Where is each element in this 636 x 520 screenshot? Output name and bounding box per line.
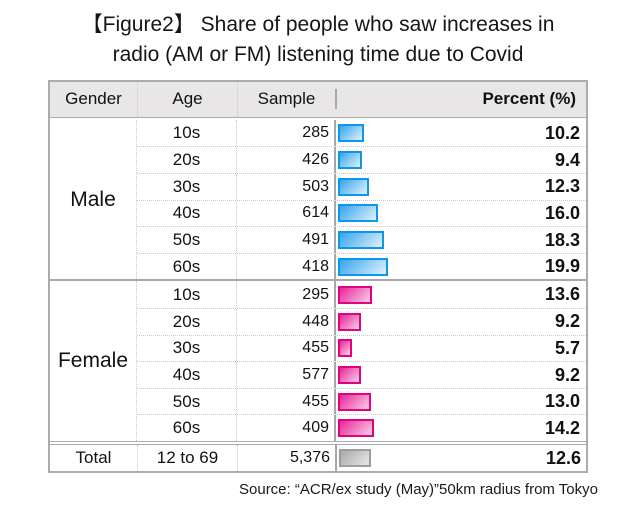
percent-bar	[338, 151, 362, 170]
percent-value: 19.9	[544, 256, 580, 277]
age-cell: 20s	[137, 147, 237, 174]
percent-bar	[338, 177, 369, 196]
source-note: Source: “ACR/ex study (May)”50km radius …	[239, 481, 598, 498]
age-cell: 30s	[137, 335, 237, 362]
table-body: Male 10s 285 10.2 20s 426 9.4 30s 503 12.3 40s 614 1…	[50, 119, 586, 442]
table-row: 30s 455 5.7	[137, 334, 586, 362]
header-age: Age	[138, 81, 238, 117]
percent-bar	[338, 339, 353, 358]
header-percent: Percent (%)	[335, 89, 584, 110]
percent-bar	[338, 231, 384, 250]
table-row: 60s 409 14.2	[137, 414, 586, 441]
total-age: 12 to 69	[138, 445, 238, 471]
total-row: Total 12 to 69 5,376 12.6	[50, 444, 586, 471]
sample-cell: 448	[302, 312, 329, 330]
percent-value: 9.2	[554, 364, 580, 385]
percent-value: 13.0	[544, 391, 580, 412]
percent-value: 13.6	[544, 284, 580, 305]
percent-cell: 10.2	[334, 119, 586, 147]
percent-cell: 13.0	[334, 388, 586, 415]
percent-cell: 9.2	[334, 362, 586, 388]
gender-group-rows: 10s 285 10.2 20s 426 9.4 30s 503 12.3 40s 614 16.0 5…	[137, 119, 586, 280]
percent-cell: 14.2	[334, 415, 586, 441]
percent-value: 10.2	[544, 122, 580, 143]
sample-cell: 614	[302, 204, 329, 222]
gender-group-rows: 10s 295 13.6 20s 448 9.2 30s 455 5.7 40s 577 9.2 50s…	[137, 281, 586, 441]
table-row: 50s 455 13.0	[137, 387, 586, 415]
age-cell: 30s	[137, 174, 237, 200]
header-gender: Gender	[50, 81, 138, 117]
percent-value: 5.7	[554, 337, 580, 358]
percent-bar	[338, 285, 372, 304]
sample-cell: 285	[302, 124, 329, 142]
percent-value: 12.3	[544, 176, 580, 197]
age-cell: 10s	[137, 281, 237, 309]
figure-title: 【Figure2】 Share of people who saw increa…	[0, 10, 636, 71]
age-cell: 50s	[137, 388, 237, 415]
percent-cell: 13.6	[334, 281, 586, 309]
percent-value: 9.4	[554, 149, 580, 170]
sample-cell: 503	[302, 177, 329, 195]
table-row: 40s 577 9.2	[137, 361, 586, 388]
percent-bar	[338, 419, 374, 438]
total-percent-value: 12.6	[545, 447, 581, 468]
percent-bar	[338, 257, 388, 276]
age-cell: 40s	[137, 200, 237, 227]
percent-value: 16.0	[544, 202, 580, 223]
gender-label: Female	[50, 281, 137, 441]
percent-cell: 9.2	[334, 309, 586, 335]
age-cell: 50s	[137, 227, 237, 253]
percent-bar	[338, 312, 361, 331]
percent-bar	[338, 124, 364, 143]
total-percent-cell: 12.6	[335, 445, 587, 471]
sample-cell: 455	[302, 339, 329, 357]
percent-value: 14.2	[544, 417, 580, 438]
sample-cell: 491	[302, 231, 329, 249]
table-row: 20s 448 9.2	[137, 308, 586, 335]
total-bar	[339, 449, 371, 467]
age-cell: 10s	[137, 119, 237, 147]
table-row: 60s 418 19.9	[137, 252, 586, 280]
table-row: 10s 295 13.6	[137, 281, 586, 309]
sample-cell: 418	[302, 257, 329, 275]
percent-value: 18.3	[544, 229, 580, 250]
age-cell: 60s	[137, 253, 237, 280]
sample-cell: 455	[302, 392, 329, 410]
age-cell: 20s	[137, 309, 237, 335]
gender-label: Male	[50, 119, 137, 280]
percent-cell: 16.0	[334, 200, 586, 227]
sample-cell: 577	[302, 366, 329, 384]
percent-cell: 19.9	[334, 253, 586, 280]
table-header-row: Gender Age Sample Percent (%)	[50, 81, 586, 118]
percent-cell: 18.3	[334, 227, 586, 253]
percent-cell: 5.7	[334, 335, 586, 362]
percent-value: 9.2	[554, 311, 580, 332]
age-cell: 60s	[137, 415, 237, 441]
sample-cell: 409	[302, 419, 329, 437]
percent-bar	[338, 392, 371, 411]
total-label: Total	[50, 445, 138, 471]
age-cell: 40s	[137, 362, 237, 388]
percent-cell: 9.4	[334, 147, 586, 174]
table-row: 20s 426 9.4	[137, 146, 586, 174]
gender-group-male: Male 10s 285 10.2 20s 426 9.4 30s 503 12.3 40s 614 1…	[50, 119, 586, 280]
table-row: 30s 503 12.3	[137, 173, 586, 200]
data-table: Gender Age Sample Percent (%) Male 10s 285…	[48, 79, 588, 473]
figure-title-line1: 【Figure2】 Share of people who saw increa…	[81, 13, 555, 36]
table-row: 10s 285 10.2	[137, 119, 586, 147]
sample-cell: 295	[302, 285, 329, 303]
header-sample: Sample	[257, 89, 316, 109]
table-row: 40s 614 16.0	[137, 199, 586, 227]
table-row: 50s 491 18.3	[137, 226, 586, 253]
gender-group-female: Female 10s 295 13.6 20s 448 9.2 30s 455 5.7 40s 577…	[50, 279, 586, 441]
percent-cell: 12.3	[334, 174, 586, 200]
figure-title-line2: radio (AM or FM) listening time due to C…	[112, 43, 524, 67]
percent-bar	[338, 204, 378, 223]
percent-bar	[338, 366, 361, 385]
sample-cell: 426	[302, 151, 329, 169]
total-sample: 5,376	[289, 449, 330, 466]
